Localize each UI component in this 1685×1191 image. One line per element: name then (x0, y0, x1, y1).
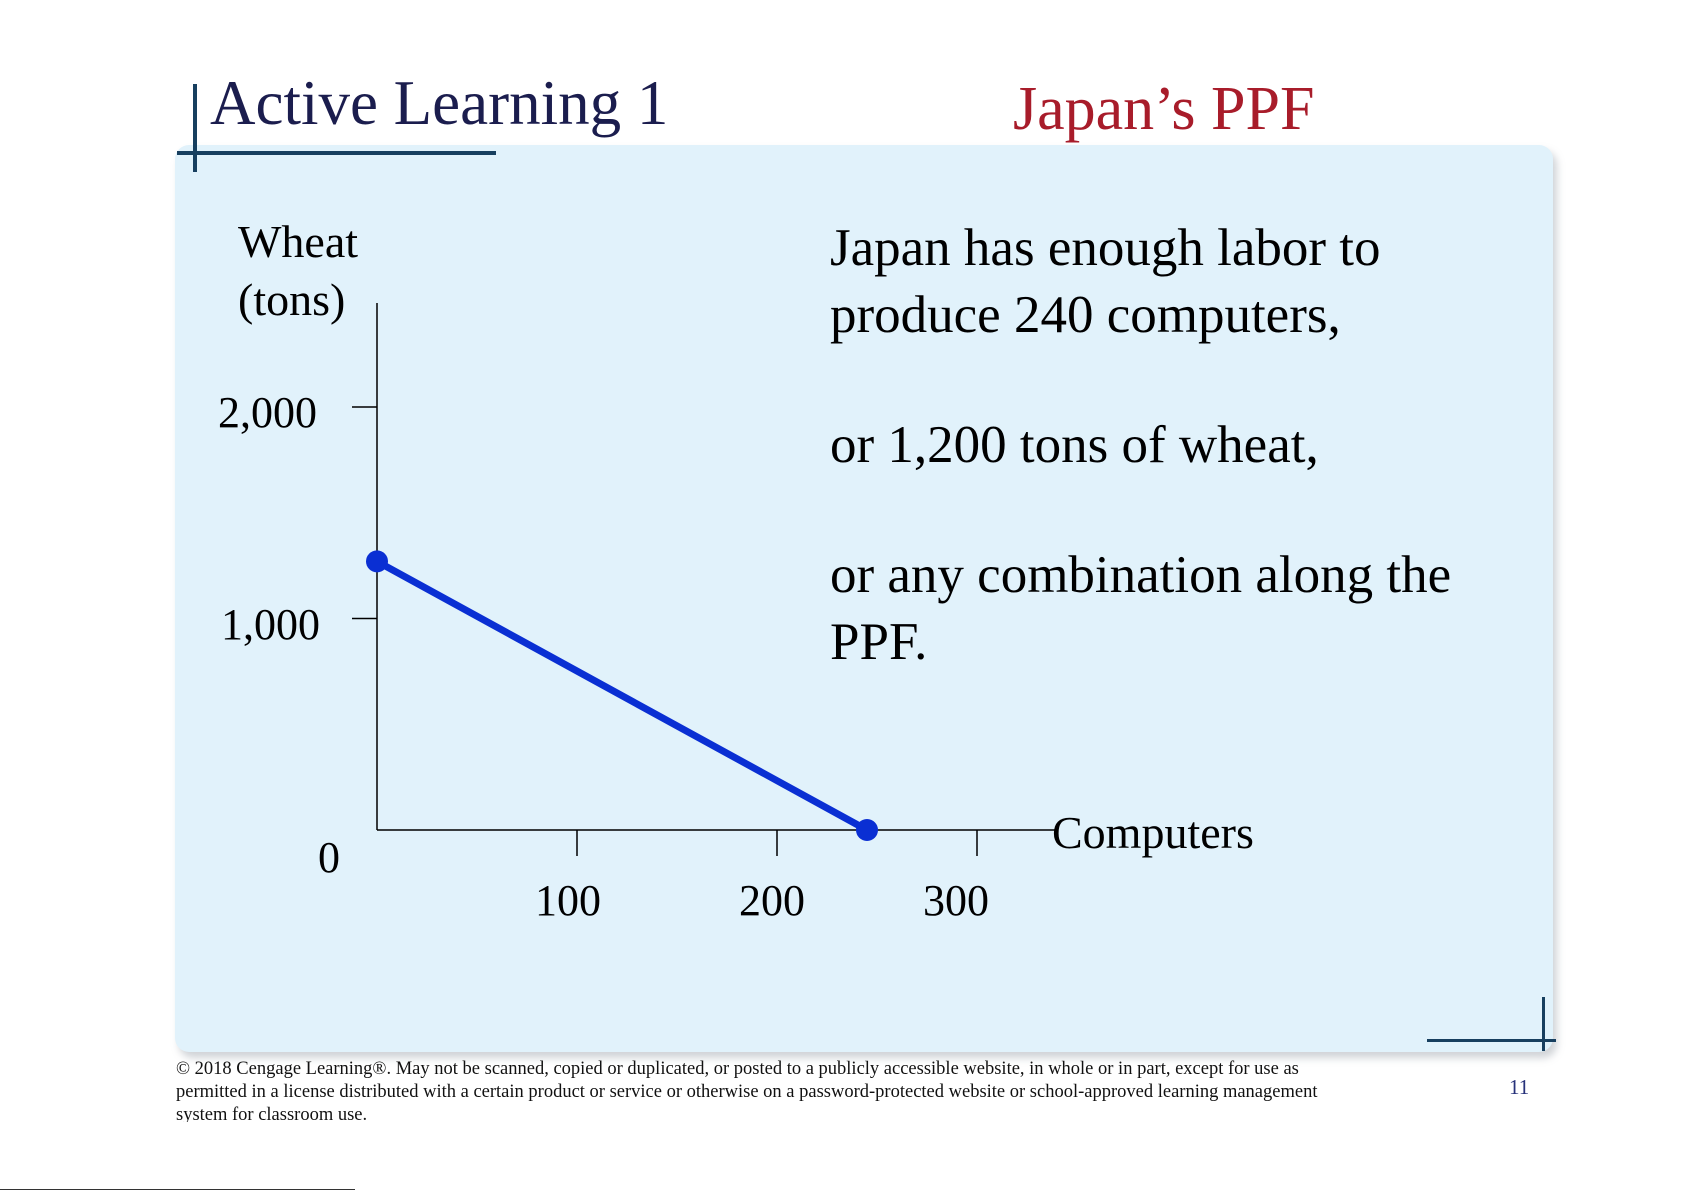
paragraph-spacer (830, 349, 1530, 412)
copyright-notice: © 2018 Cengage Learning®. May not be sca… (176, 1059, 1318, 1122)
x-tick-label-200: 200 (739, 876, 805, 925)
x-axis-label: Computers (1052, 807, 1254, 858)
y-tick-label-1000: 1,000 (221, 600, 320, 649)
y-tick-label-2000: 2,000 (218, 388, 317, 437)
corner-accent-bottom-right-horizontal (1427, 1039, 1556, 1042)
slide-title: Active Learning 1 (210, 68, 669, 138)
corner-accent-top-left-horizontal (177, 151, 496, 155)
origin-label: 0 (318, 833, 340, 882)
y-axis-label-line-2: (tons) (238, 274, 346, 325)
y-axis-label: Wheat (tons) (238, 213, 358, 329)
corner-accent-top-left-vertical (193, 84, 197, 172)
corner-accent-bottom-right-vertical (1542, 997, 1545, 1051)
explanation-text: Japan has enough labor to produce 240 co… (830, 215, 1530, 676)
ppf-endpoint-2 (856, 819, 878, 841)
x-tick-label-100: 100 (535, 876, 601, 925)
slide-panel (175, 145, 1553, 1052)
x-tick-label-300: 300 (923, 876, 989, 925)
explanation-paragraph-1: Japan has enough labor to produce 240 co… (830, 219, 1381, 344)
explanation-paragraph-3: or any combination along the PPF. (830, 546, 1452, 671)
ppf-endpoint-1 (366, 550, 388, 573)
explanation-paragraph-2: or 1,200 tons of wheat, (830, 416, 1319, 474)
paragraph-spacer (830, 479, 1530, 542)
y-axis-label-line-1: Wheat (238, 216, 359, 267)
bottom-rule (0, 1189, 355, 1190)
page-number: 11 (1509, 1075, 1530, 1099)
slide-subtitle: Japan’s PPF (1013, 75, 1315, 143)
ppf-line (373, 557, 871, 834)
